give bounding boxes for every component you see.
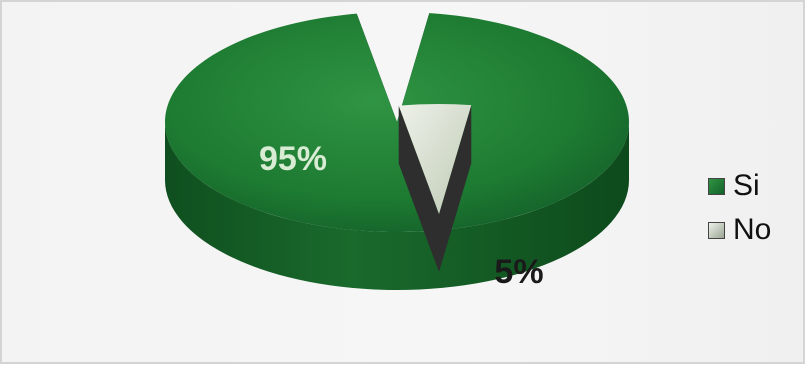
data-label-si: 95% xyxy=(259,140,327,178)
legend-label: No xyxy=(733,213,772,246)
pie-slice-si xyxy=(164,13,629,290)
legend-item-no: No xyxy=(708,208,771,252)
legend-swatch-no xyxy=(708,221,725,239)
pie-slice-top xyxy=(398,104,472,214)
legend: Si No xyxy=(708,164,771,252)
pie-slice-wall xyxy=(439,105,472,272)
legend-item-si: Si xyxy=(708,164,771,208)
pie-slice-wall xyxy=(398,105,439,273)
pie-slice-top xyxy=(164,13,629,233)
legend-swatch-si xyxy=(708,177,725,195)
pie-slice-side xyxy=(165,122,629,290)
legend-label: Si xyxy=(733,169,760,202)
data-label-no: 5% xyxy=(494,253,543,291)
pie-slice-no xyxy=(398,104,472,273)
